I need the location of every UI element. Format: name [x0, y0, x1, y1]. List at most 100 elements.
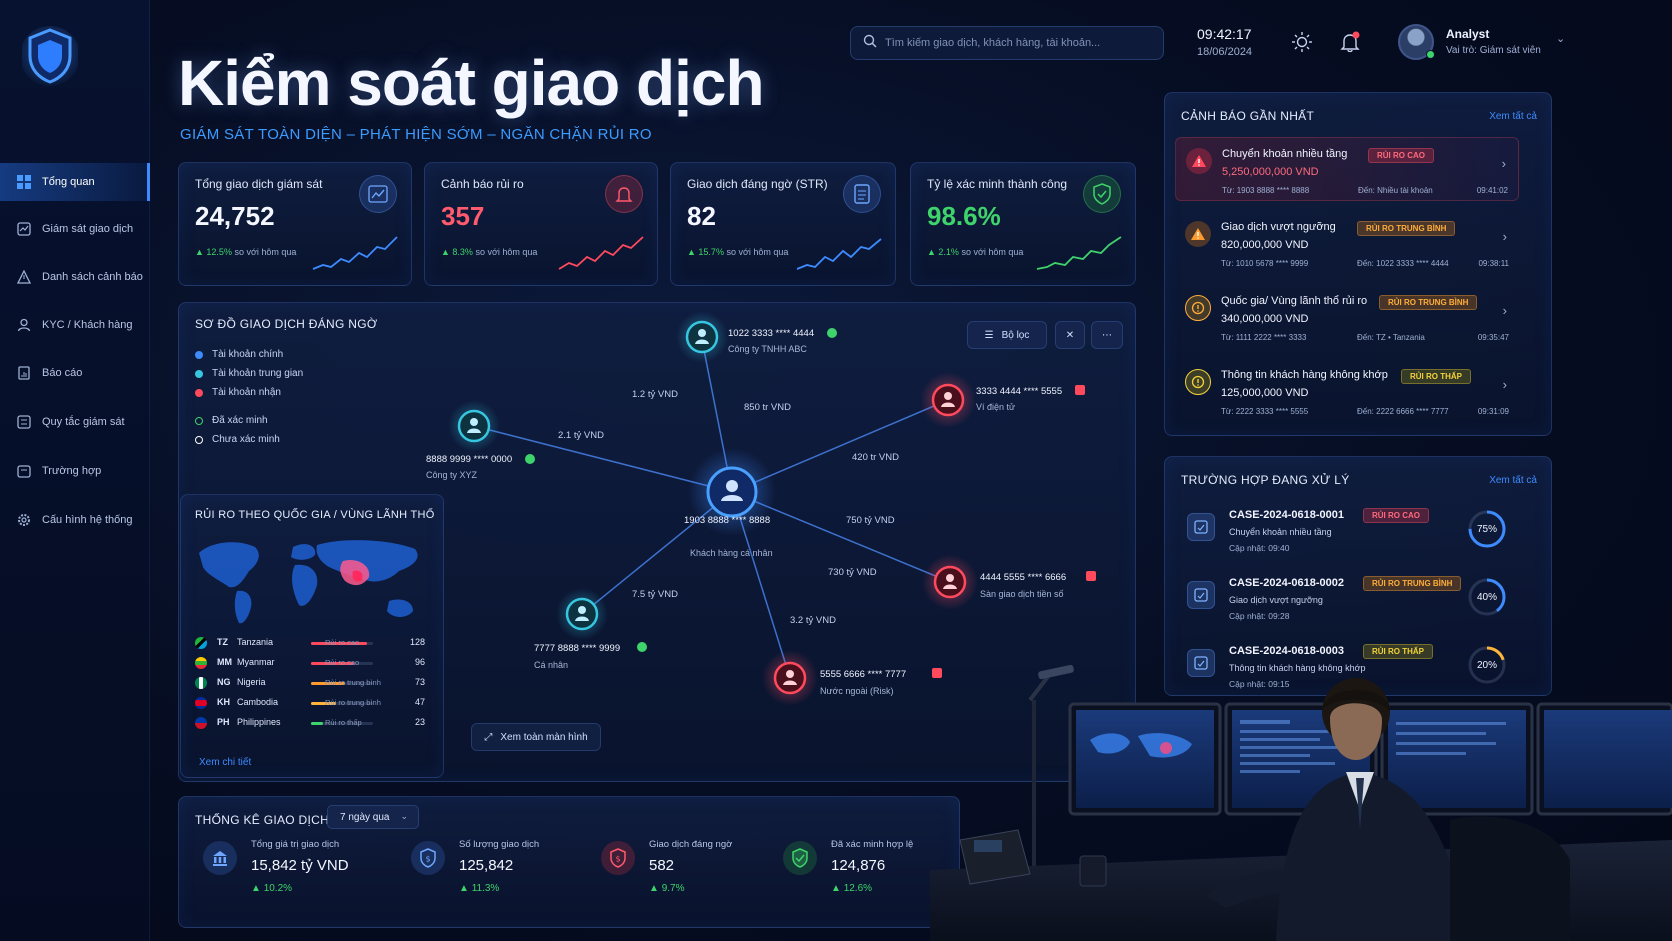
alert-item[interactable]: Giao dịch vượt ngưỡng RỦI RO TRUNG BÌNH …: [1175, 211, 1519, 275]
graph-title: SƠ ĐỒ GIAO DỊCH ĐÁNG NGỜ: [195, 317, 378, 331]
case-file-icon: [1187, 581, 1215, 609]
stats-title: THỐNG KÊ GIAO DỊCH: [195, 813, 330, 827]
clock-date: 18/06/2024: [1197, 46, 1253, 58]
risk-flag-icon: [932, 668, 942, 678]
page-title: Kiểm soát giao dịch: [178, 47, 765, 119]
stat-suspicious: $ Giao dịch đáng ngờ 582 ▲ 9.7%: [601, 837, 801, 907]
chevron-down-icon[interactable]: ⌄: [1556, 33, 1566, 45]
range-select[interactable]: 7 ngày qua ⌄: [327, 805, 419, 829]
page-subtitle: GIÁM SÁT TOÀN DIỆN – PHÁT HIỆN SỚM – NGĂ…: [180, 126, 652, 143]
document-icon: [843, 175, 881, 213]
sidebar-item-alerts[interactable]: Danh sách cảnh báo: [0, 258, 150, 296]
country-row[interactable]: MM Myanmar Rủi ro cao 96: [195, 655, 425, 671]
sidebar-item-overview[interactable]: Tổng quan: [0, 163, 150, 201]
chevron-right-icon: ›: [1502, 303, 1507, 318]
edge-amount: 3.2 tỷ VND: [790, 615, 836, 626]
risk-flag-icon: [1086, 571, 1096, 581]
sidebar-item-cases[interactable]: Trường hợp: [0, 452, 150, 490]
progress-percent: 40%: [1476, 591, 1497, 603]
edge-amount: 750 tỷ VND: [846, 515, 895, 526]
alert-item[interactable]: Quốc gia/ Vùng lãnh thổ rủi ro RỦI RO TR…: [1175, 285, 1519, 349]
fullscreen-button[interactable]: ⤢ Xem toàn màn hình: [471, 723, 601, 751]
country-risk-panel: RỦI RO THEO QUỐC GIA / VÙNG LÃNH THỔ TZ T…: [180, 494, 444, 778]
analyst-workstation-illustration: [930, 660, 1672, 941]
search-icon: [863, 34, 877, 53]
country-row[interactable]: PH Philippines Rủi ro thấp 23: [195, 715, 425, 731]
risk-badge: RỦI RO TRUNG BÌNH: [1379, 295, 1478, 310]
filter-icon: ☰: [984, 329, 994, 341]
kpi-label: Tổng giao dịch giám sát: [195, 177, 323, 191]
alert-item[interactable]: Thông tin khách hàng không khớp RỦI RO T…: [1175, 359, 1519, 423]
node-name: Nước ngoài (Risk): [820, 686, 894, 696]
country-row[interactable]: NG Nigeria Rủi ro trung bình 73: [195, 675, 425, 691]
gear-icon: [16, 512, 32, 528]
node-account: 8888 9999 **** 0000: [426, 454, 513, 465]
user-menu[interactable]: Analyst Vai trò: Giám sát viên ⌄: [1398, 22, 1568, 62]
sidebar-item-reports[interactable]: Báo cáo: [0, 354, 150, 392]
case-icon: [16, 463, 32, 479]
shield-check-icon: [783, 841, 817, 875]
risk-bar-fill: [311, 682, 346, 685]
warning-icon: [1185, 221, 1211, 247]
more-options-button[interactable]: ⋯: [1091, 321, 1123, 349]
sidebar-item-rules[interactable]: Quy tắc giám sát: [0, 403, 150, 441]
clock-time: 09:42:17: [1197, 26, 1252, 42]
kpi-label: Cảnh báo rủi ro: [441, 177, 524, 191]
case-file-icon: [1187, 649, 1215, 677]
sidebar-item-kyc[interactable]: KYC / Khách hàng: [0, 306, 150, 344]
country-row[interactable]: TZ Tanzania Rủi ro cao 128: [195, 635, 425, 651]
node-name: Công ty TNHH ABC: [728, 344, 807, 354]
case-item[interactable]: CASE-2024-0618-0003 RỦI RO THẤP Thông ti…: [1175, 637, 1519, 699]
sidebar-item-label: KYC / Khách hàng: [42, 319, 133, 331]
stat-verified: Đã xác minh hợp lệ 124,876 ▲ 12.6%: [783, 837, 983, 907]
filter-button[interactable]: ☰ Bộ lọc: [967, 321, 1047, 349]
progress-percent: 20%: [1476, 659, 1497, 671]
sidebar-item-settings[interactable]: Cấu hình hệ thống: [0, 501, 150, 539]
case-item[interactable]: CASE-2024-0618-0002 RỦI RO TRUNG BÌNH Gi…: [1175, 569, 1519, 631]
shield-check-icon: [1083, 175, 1121, 213]
risk-bar-fill: [311, 642, 367, 645]
kpi-value: 98.6%: [927, 201, 1001, 231]
alert-item[interactable]: Chuyển khoản nhiều tầng RỦI RO CAO 5,250…: [1175, 137, 1519, 201]
theme-toggle-sun-icon[interactable]: [1288, 28, 1316, 56]
shield-logo-icon[interactable]: [20, 24, 80, 88]
kpi-label: Tỷ lệ xác minh thành công: [927, 177, 1068, 191]
sidebar-item-monitoring[interactable]: Giám sát giao dịch: [0, 210, 150, 248]
chevron-right-icon: ›: [1501, 156, 1506, 171]
sidebar-item-label: Danh sách cảnh báo: [42, 271, 143, 283]
search-box[interactable]: [850, 26, 1164, 60]
country-row[interactable]: KH Cambodia Rủi ro trung bình 47: [195, 695, 425, 711]
cases-view-all-link[interactable]: Xem tất cả: [1489, 475, 1537, 486]
case-item[interactable]: CASE-2024-0618-0001 RỦI RO CAO Chuyển kh…: [1175, 501, 1519, 563]
kpi-card-total-monitored[interactable]: Tổng giao dịch giám sát 24,752 ▲ 12.5% s…: [178, 162, 412, 286]
sidebar-item-label: Báo cáo: [42, 367, 83, 379]
flag-mm-icon: [195, 657, 207, 669]
sidebar: Tổng quan Giám sát giao dịch Danh sách c…: [0, 0, 150, 941]
rules-icon: [16, 414, 32, 430]
close-button[interactable]: ✕: [1055, 321, 1085, 349]
sidebar-item-label: Giám sát giao dịch: [42, 223, 134, 235]
kpi-card-str[interactable]: Giao dịch đáng ngờ (STR) 82 ▲ 15.7% so v…: [670, 162, 896, 286]
case-file-icon: [1187, 513, 1215, 541]
graph-edge: [473, 425, 733, 493]
svg-text:$: $: [615, 855, 620, 864]
risk-badge: RỦI RO CAO: [1368, 148, 1434, 163]
node-account: 5555 6666 **** 7777: [820, 669, 907, 680]
search-input[interactable]: [885, 37, 1145, 49]
flag-tz-icon: [195, 637, 207, 649]
stat-transaction-count: $ Số lượng giao dịch 125,842 ▲ 11.3%: [411, 837, 611, 907]
kpi-card-verification-rate[interactable]: Tỷ lệ xác minh thành công 98.6% ▲ 2.1% s…: [910, 162, 1136, 286]
notification-bell-icon[interactable]: [1336, 28, 1364, 56]
edge-amount: 2.1 tỷ VND: [558, 430, 604, 441]
node-account: 4444 5555 **** 6666: [980, 572, 1067, 583]
risk-badge: RỦI RO TRUNG BÌNH: [1357, 221, 1456, 236]
kpi-value: 82: [687, 201, 716, 231]
svg-text:$: $: [425, 855, 430, 864]
country-details-link[interactable]: Xem chi tiết: [199, 757, 252, 768]
kpi-label: Giao dịch đáng ngờ (STR): [687, 177, 828, 191]
world-map[interactable]: [193, 531, 433, 627]
kpi-card-risk-alerts[interactable]: Cảnh báo rủi ro 357 ▲ 8.3% so với hôm qu…: [424, 162, 658, 286]
recent-alerts-panel: CẢNH BÁO GẦN NHẤT Xem tất cả Chuyển khoả…: [1164, 92, 1552, 436]
alerts-view-all-link[interactable]: Xem tất cả: [1489, 111, 1537, 122]
info-icon: [1185, 295, 1211, 321]
